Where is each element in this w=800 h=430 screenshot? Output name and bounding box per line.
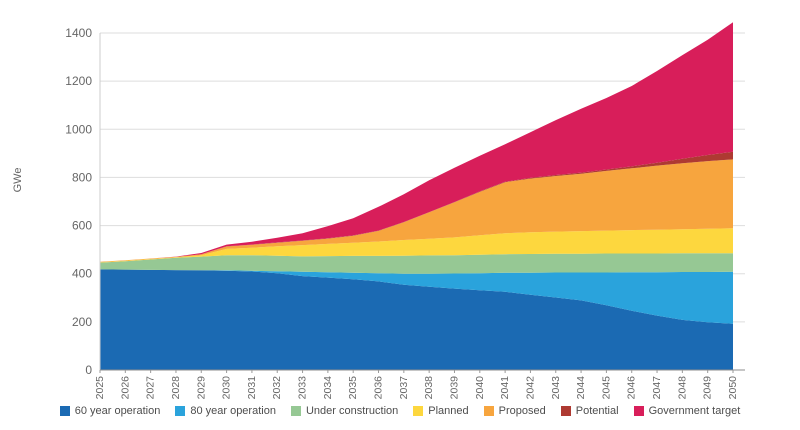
y-axis-tick-labels: 0 200 400 600 800 1000 1200 1400 [65, 26, 92, 377]
area-under-construction [100, 253, 733, 274]
y-tick-label: 0 [85, 363, 92, 377]
legend-item-80-year-operation: 80 year operation [175, 405, 276, 417]
x-tick-label: 2037 [398, 376, 410, 400]
x-tick-label: 2040 [474, 376, 486, 400]
legend-label: Proposed [498, 405, 546, 417]
area-planned [100, 228, 733, 263]
y-tick-label: 1000 [65, 122, 92, 136]
legend-label: Planned [428, 405, 469, 417]
legend-swatch [633, 406, 644, 416]
x-tick-label: 2030 [221, 376, 233, 400]
y-tick-label: 1400 [65, 26, 92, 40]
x-tick-label: 2033 [297, 376, 309, 400]
x-tick-label: 2046 [626, 376, 638, 400]
legend-item-proposed: Proposed [483, 405, 546, 417]
area-potential [100, 151, 733, 262]
legend-swatch [290, 406, 301, 416]
x-tick-label: 2031 [246, 376, 258, 400]
x-axis-tick-labels: 2025 2026 2027 2028 2029 2030 2031 2032 2033 2034… [94, 376, 739, 400]
x-tick-label: 2026 [119, 376, 131, 400]
area-government-target [100, 22, 733, 262]
legend-item-60-year-operation: 60 year operation [59, 405, 161, 417]
legend-label: Government target [648, 405, 741, 417]
legend-label: 60 year operation [74, 405, 161, 417]
x-tick-label: 2041 [499, 376, 511, 400]
legend-swatch [59, 406, 70, 416]
legend-label: 80 year operation [190, 405, 276, 417]
x-tick-label: 2025 [94, 376, 106, 400]
x-tick-label: 2032 [271, 376, 283, 400]
y-tick-label: 400 [72, 267, 92, 281]
chart-legend: 60 year operation 80 year operation Under … [0, 405, 800, 417]
area-80-year-operation [100, 269, 733, 324]
x-tick-label: 2043 [550, 376, 562, 400]
x-tick-label: 2029 [195, 376, 207, 400]
y-axis-title: GWe [12, 168, 24, 193]
x-tick-label: 2034 [322, 376, 334, 400]
x-tick-label: 2038 [423, 376, 435, 400]
x-tick-label: 2049 [702, 376, 714, 400]
x-tick-label: 2044 [575, 376, 587, 400]
x-tick-label: 2036 [373, 376, 385, 400]
x-tick-label: 2028 [170, 376, 182, 400]
area-proposed [100, 159, 733, 263]
legend-item-under-construction: Under construction [290, 405, 399, 417]
legend-item-potential: Potential [560, 405, 619, 417]
x-tick-label: 2035 [347, 376, 359, 400]
legend-swatch [483, 406, 494, 416]
legend-label: Under construction [305, 405, 399, 417]
legend-item-government-target: Government target [633, 405, 741, 417]
x-tick-label: 2045 [600, 376, 612, 400]
legend-swatch [560, 406, 571, 416]
y-tick-label: 1200 [65, 74, 92, 88]
y-tick-label: 200 [72, 315, 92, 329]
legend-swatch [175, 406, 186, 416]
y-tick-label: 600 [72, 219, 92, 233]
x-tick-label: 2042 [524, 376, 536, 400]
x-tick-label: 2047 [651, 376, 663, 400]
x-tick-label: 2050 [727, 376, 739, 400]
axis-lines [99, 33, 745, 373]
area-60-year-operation [100, 269, 733, 370]
x-tick-label: 2048 [676, 376, 688, 400]
y-tick-label: 800 [72, 170, 92, 184]
x-tick-label: 2039 [448, 376, 460, 400]
legend-label: Potential [575, 405, 619, 417]
legend-item-planned: Planned [413, 405, 469, 417]
chart-areas [100, 22, 733, 370]
x-tick-label: 2027 [145, 376, 157, 400]
legend-swatch [413, 406, 424, 416]
